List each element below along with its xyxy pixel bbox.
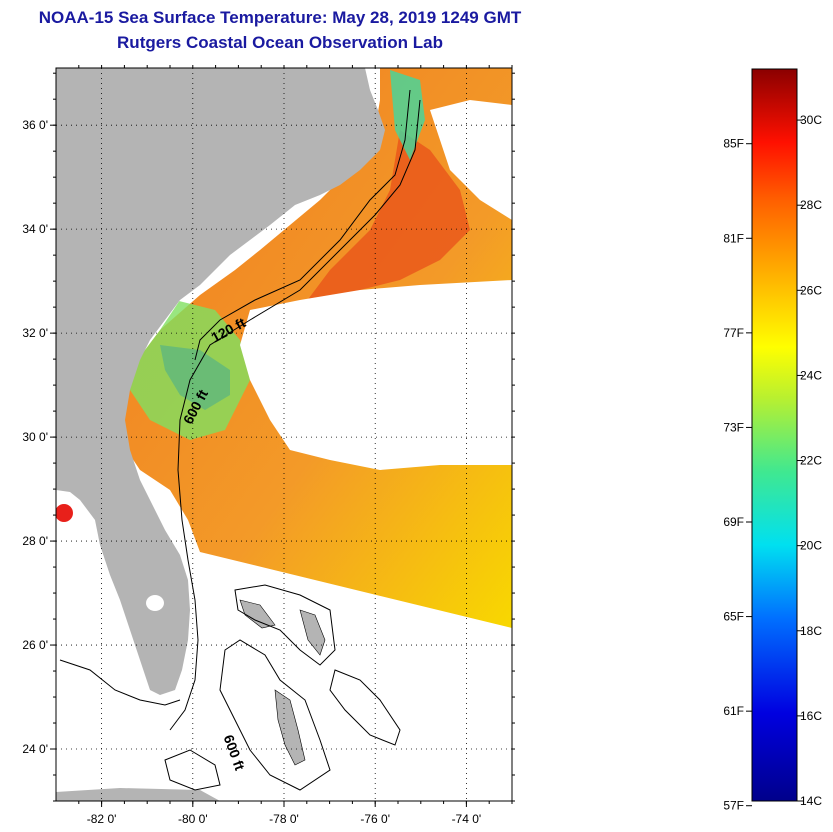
lon-tick-label: -82 0'	[87, 812, 117, 826]
fahrenheit-label: 61F	[723, 704, 744, 718]
map-subtitle: Rutgers Coastal Ocean Observation Lab	[117, 33, 443, 52]
lon-tick-label: -78 0'	[269, 812, 299, 826]
island	[299, 609, 326, 656]
cloud-cover	[240, 280, 512, 470]
celsius-label: 22C	[800, 454, 822, 468]
lon-tick-label: -76 0'	[360, 812, 390, 826]
lat-tick-label: 26 0'	[22, 638, 48, 652]
island	[274, 689, 306, 766]
colorbar-ticks: 30C 28C 26C 24C 22C 20C 18C 16C 14C 85F 81F 77F 73F 6…	[723, 113, 822, 813]
celsius-label: 24C	[800, 368, 822, 382]
graticule	[56, 68, 512, 801]
hot-spot	[56, 504, 73, 522]
lat-tick-label: 36 0'	[22, 118, 48, 132]
island	[56, 788, 220, 801]
contour-120ft	[194, 89, 411, 361]
map-frame	[55, 67, 513, 802]
fahrenheit-label: 77F	[723, 326, 744, 340]
fahrenheit-label: 69F	[723, 515, 744, 529]
lat-tick-label: 24 0'	[22, 742, 48, 756]
gulf-water	[56, 490, 150, 690]
contour-bahamas	[234, 584, 336, 666]
contour-600ft	[169, 99, 421, 731]
lat-tick-label: 28 0'	[22, 534, 48, 548]
fahrenheit-label: 73F	[723, 420, 744, 434]
lat-tick-label: 34 0'	[22, 222, 48, 236]
axis-ticks: 24 0' 26 0' 28 0' 30 0' 32 0' 34 0' 36 0' -82 0…	[22, 65, 515, 826]
lake	[146, 595, 164, 611]
celsius-label: 28C	[800, 198, 822, 212]
contour-keys	[59, 659, 181, 706]
gulf-stream-band	[300, 130, 470, 310]
map-area	[56, 68, 512, 801]
fahrenheit-label: 81F	[723, 231, 744, 245]
land-mass	[56, 68, 385, 695]
island	[239, 599, 276, 629]
contour-bahamas	[329, 669, 401, 746]
celsius-label: 18C	[800, 624, 822, 638]
lon-tick-label: -74 0'	[452, 812, 482, 826]
cloud-cover	[430, 100, 512, 220]
cool-patch	[130, 300, 250, 440]
celsius-label: 16C	[800, 709, 822, 723]
celsius-label: 30C	[800, 113, 822, 127]
fahrenheit-label: 65F	[723, 610, 744, 624]
celsius-label: 26C	[800, 283, 822, 297]
celsius-label: 14C	[800, 794, 822, 808]
contour-bahamas	[219, 639, 331, 791]
fahrenheit-label: 85F	[723, 137, 744, 151]
celsius-label: 20C	[800, 539, 822, 553]
lat-tick-label: 32 0'	[22, 326, 48, 340]
lon-tick-label: -80 0'	[178, 812, 208, 826]
colorbar	[751, 68, 798, 802]
fahrenheit-label: 57F	[723, 799, 744, 813]
lat-tick-label: 30 0'	[22, 430, 48, 444]
contour-bahamas	[164, 749, 221, 791]
map-title: NOAA-15 Sea Surface Temperature: May 28,…	[38, 8, 522, 27]
